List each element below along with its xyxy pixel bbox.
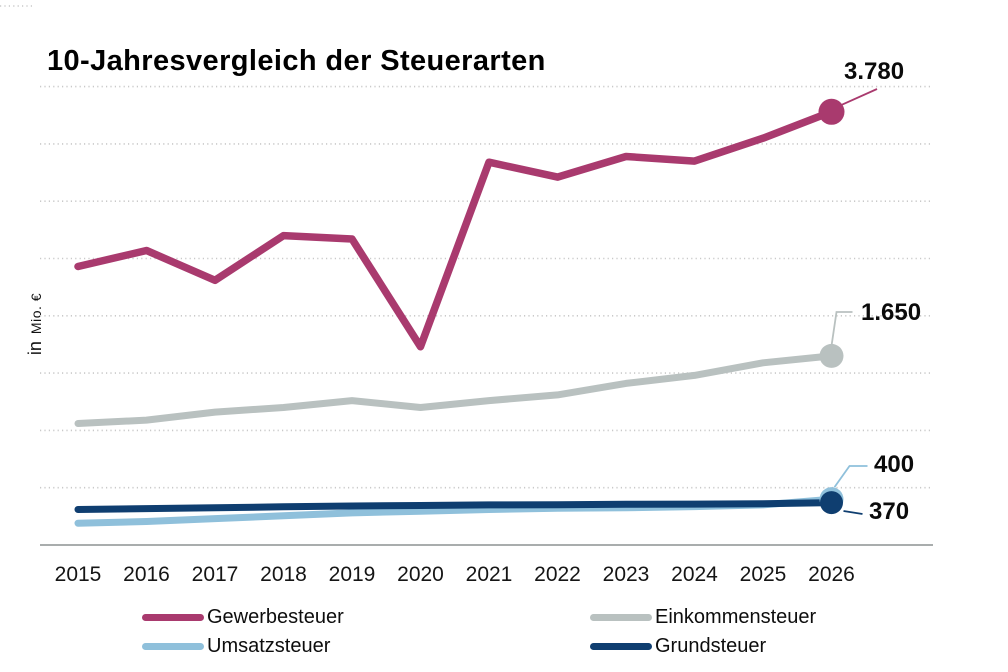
year-label-2024: 2024 — [671, 563, 718, 586]
legend-label: Grundsteuer — [655, 635, 767, 657]
legend-label: Einkommensteuer — [655, 606, 817, 628]
year-label-2016: 2016 — [123, 563, 170, 586]
year-label-2019: 2019 — [329, 563, 376, 586]
series-line-gewerbesteuer — [74, 108, 836, 351]
end-dot-einkommensteuer — [819, 343, 844, 368]
page-title: 10-Jahresvergleich der Steuerarten — [47, 45, 546, 78]
year-label-2015: 2015 — [55, 563, 102, 586]
end-dot-gewerbesteuer — [818, 98, 845, 125]
legend-label: Gewerbesteuer — [207, 606, 344, 628]
year-label-2020: 2020 — [397, 563, 444, 586]
year-label-2021: 2021 — [466, 563, 513, 586]
leader-line-umsatzsteuer — [833, 465, 868, 488]
legend-item-umsatzsteuer: Umsatzsteuer — [142, 632, 590, 661]
leader-line-grundsteuer — [843, 510, 863, 515]
chart-legend: Gewerbesteuer Einkommensteuer Umsatzsteuer… — [142, 603, 816, 661]
series-line-einkommensteuer — [74, 352, 835, 427]
year-label-2023: 2023 — [603, 563, 650, 586]
legend-item-gewerbesteuer: Gewerbesteuer — [142, 603, 590, 632]
series-line-grundsteuer — [74, 499, 835, 513]
leader-line-einkommensteuer — [830, 311, 853, 347]
year-label-2025: 2025 — [740, 563, 787, 586]
year-label-2022: 2022 — [534, 563, 581, 586]
line-chart: 3.780 1.650 400 370 2015 2016 2017 2018 2019 2020… — [0, 5, 933, 586]
legend-swatch-grundsteuer — [590, 643, 652, 650]
year-label-2018: 2018 — [260, 563, 307, 586]
legend-item-einkommensteuer: Einkommensteuer — [590, 603, 816, 632]
year-label-2017: 2017 — [192, 563, 239, 586]
end-dot-grundsteuer — [820, 491, 843, 515]
end-value-label-gewerbesteuer: 3.780 — [844, 58, 904, 85]
year-label-2026: 2026 — [808, 563, 855, 586]
end-value-label-grundsteuer: 370 — [869, 498, 909, 525]
legend-swatch-einkommensteuer — [590, 614, 652, 621]
legend-item-grundsteuer: Grundsteuer — [590, 632, 816, 661]
end-value-label-umsatzsteuer: 400 — [874, 451, 914, 478]
leader-line-gewerbesteuer — [839, 88, 878, 107]
end-value-label-einkommensteuer: 1.650 — [861, 299, 921, 326]
legend-swatch-umsatzsteuer — [142, 643, 204, 650]
legend-swatch-gewerbesteuer — [142, 614, 204, 621]
legend-label: Umsatzsteuer — [207, 635, 331, 657]
